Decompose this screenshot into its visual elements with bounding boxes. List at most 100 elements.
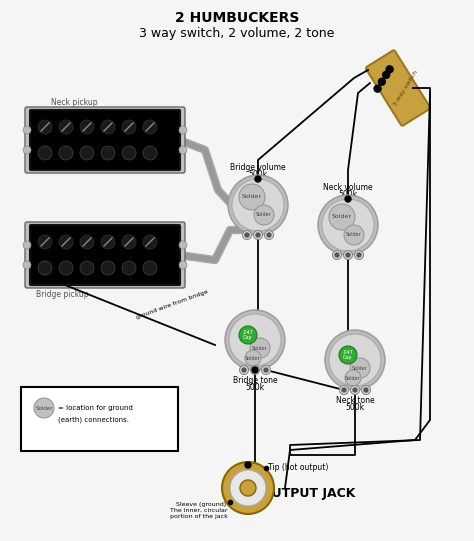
Circle shape xyxy=(80,235,94,249)
Circle shape xyxy=(23,241,31,249)
Text: .047
Cap: .047 Cap xyxy=(243,329,254,340)
Circle shape xyxy=(232,179,284,231)
FancyBboxPatch shape xyxy=(366,50,430,126)
Circle shape xyxy=(245,350,261,366)
Circle shape xyxy=(255,176,261,182)
Circle shape xyxy=(262,366,271,374)
Circle shape xyxy=(335,253,339,257)
Circle shape xyxy=(264,230,273,240)
Text: Solder: Solder xyxy=(242,195,262,200)
Text: Solder: Solder xyxy=(245,355,261,360)
Circle shape xyxy=(240,480,256,496)
FancyBboxPatch shape xyxy=(30,225,180,285)
Circle shape xyxy=(179,146,187,154)
Circle shape xyxy=(383,71,390,78)
Circle shape xyxy=(318,195,378,255)
Circle shape xyxy=(242,368,246,372)
Circle shape xyxy=(122,261,136,275)
Circle shape xyxy=(253,368,257,372)
Circle shape xyxy=(344,250,353,260)
Circle shape xyxy=(23,126,31,134)
Circle shape xyxy=(222,462,274,514)
Text: Neck volume: Neck volume xyxy=(323,183,373,192)
Text: Bridge volume: Bridge volume xyxy=(230,163,286,172)
FancyBboxPatch shape xyxy=(30,110,180,170)
Circle shape xyxy=(250,366,259,374)
Circle shape xyxy=(355,250,364,260)
Text: OUTPUT JACK: OUTPUT JACK xyxy=(261,486,355,499)
Circle shape xyxy=(239,184,265,210)
Text: 3-way switch: 3-way switch xyxy=(393,69,419,107)
Text: .047
Cap: .047 Cap xyxy=(343,349,354,360)
Text: 500k: 500k xyxy=(248,170,267,179)
Text: Bridge pickup: Bridge pickup xyxy=(36,290,89,299)
Circle shape xyxy=(332,250,341,260)
FancyBboxPatch shape xyxy=(25,107,185,173)
Text: Solder: Solder xyxy=(35,406,53,411)
Text: Bridge tone: Bridge tone xyxy=(233,376,277,385)
Circle shape xyxy=(122,235,136,249)
Text: ground wire from bridge: ground wire from bridge xyxy=(135,289,209,320)
Circle shape xyxy=(179,241,187,249)
Circle shape xyxy=(143,235,157,249)
Circle shape xyxy=(23,261,31,269)
Circle shape xyxy=(101,146,115,160)
Circle shape xyxy=(80,261,94,275)
Circle shape xyxy=(254,230,263,240)
Circle shape xyxy=(38,261,52,275)
Circle shape xyxy=(38,120,52,134)
Circle shape xyxy=(23,146,31,154)
Circle shape xyxy=(59,120,73,134)
Circle shape xyxy=(38,235,52,249)
Circle shape xyxy=(386,66,393,73)
Circle shape xyxy=(179,261,187,269)
Circle shape xyxy=(362,386,371,394)
Circle shape xyxy=(357,253,361,257)
Circle shape xyxy=(228,175,288,235)
Circle shape xyxy=(179,126,187,134)
Circle shape xyxy=(230,470,266,506)
Circle shape xyxy=(345,196,351,202)
Circle shape xyxy=(339,346,357,364)
FancyBboxPatch shape xyxy=(25,222,185,288)
Circle shape xyxy=(256,233,260,237)
Circle shape xyxy=(245,233,249,237)
Circle shape xyxy=(122,146,136,160)
Circle shape xyxy=(350,358,370,378)
Circle shape xyxy=(59,261,73,275)
Circle shape xyxy=(346,253,350,257)
Text: 500k: 500k xyxy=(346,403,365,412)
Text: = location for ground: = location for ground xyxy=(58,405,133,411)
Text: 2 HUMBUCKERS: 2 HUMBUCKERS xyxy=(175,11,299,25)
Circle shape xyxy=(325,330,385,390)
Circle shape xyxy=(345,370,361,386)
Circle shape xyxy=(59,146,73,160)
Circle shape xyxy=(122,120,136,134)
Circle shape xyxy=(350,386,359,394)
Circle shape xyxy=(225,310,285,370)
Circle shape xyxy=(229,314,281,366)
Circle shape xyxy=(329,204,355,230)
Text: Tip (hot output): Tip (hot output) xyxy=(268,464,328,472)
Text: (earth) connections.: (earth) connections. xyxy=(58,417,129,423)
Text: Solder: Solder xyxy=(352,366,368,371)
Circle shape xyxy=(353,388,357,392)
Text: Solder: Solder xyxy=(346,233,362,237)
Circle shape xyxy=(339,386,348,394)
Circle shape xyxy=(101,235,115,249)
Circle shape xyxy=(59,235,73,249)
Circle shape xyxy=(239,366,248,374)
Text: Solder: Solder xyxy=(332,214,352,220)
Circle shape xyxy=(80,120,94,134)
Circle shape xyxy=(344,225,364,245)
Circle shape xyxy=(252,367,258,373)
Text: Solder: Solder xyxy=(252,346,268,351)
Circle shape xyxy=(243,230,252,240)
Circle shape xyxy=(329,334,381,386)
Circle shape xyxy=(34,398,54,418)
Circle shape xyxy=(239,326,257,344)
Circle shape xyxy=(101,261,115,275)
Text: Neck pickup: Neck pickup xyxy=(51,98,98,107)
Circle shape xyxy=(80,146,94,160)
Text: 500k: 500k xyxy=(246,383,264,392)
